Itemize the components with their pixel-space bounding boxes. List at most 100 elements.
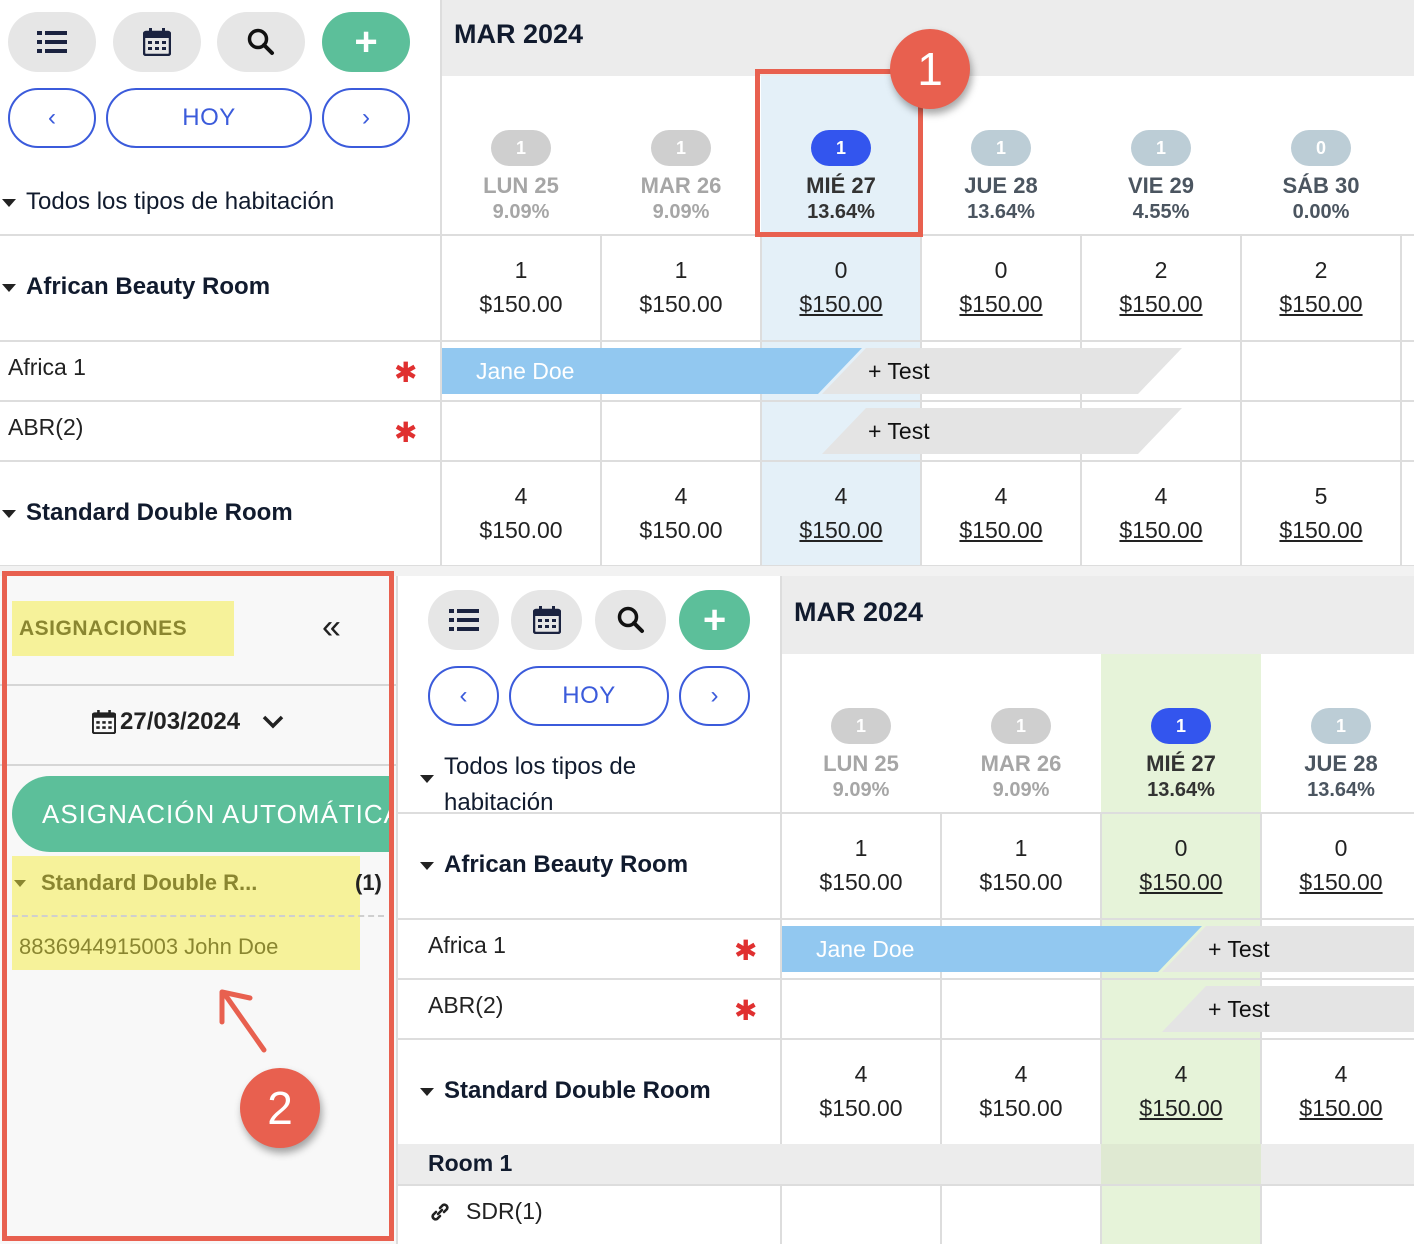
availability-cell[interactable]: 4 $150.00 — [1119, 483, 1203, 543]
room-type-filter[interactable]: Todos los tipos de habitación — [2, 188, 334, 216]
list-icon — [448, 609, 479, 631]
grid-line — [600, 234, 602, 566]
today-button[interactable]: HOY — [509, 666, 669, 726]
day-name: MIÉ 27 — [1146, 751, 1216, 776]
panel-divider — [0, 566, 1414, 576]
calendar-icon — [92, 710, 116, 734]
availability-cell[interactable]: 4 $150.00 — [479, 483, 563, 543]
highlight-marker — [12, 601, 234, 656]
availability-cell[interactable]: 4 $150.00 — [639, 483, 723, 543]
required-star-icon: ✱ — [734, 995, 758, 1026]
required-star-icon: ✱ — [394, 357, 418, 388]
grid-line — [1100, 812, 1102, 1244]
callout-number: 1 — [890, 29, 970, 109]
chevron-down-icon — [262, 715, 284, 729]
day-occupancy: 9.09% — [652, 201, 710, 223]
day-occupancy: 9.09% — [492, 201, 550, 223]
prev-button[interactable]: ‹ — [428, 666, 499, 726]
day-occupancy: 0.00% — [1292, 201, 1350, 223]
grid-line — [1240, 234, 1242, 566]
auto-assign-button[interactable]: ASIGNACIÓN AUTOMÁTICA — [12, 776, 390, 852]
plus-icon: + — [702, 597, 727, 642]
day-count-badge: 1 — [1151, 708, 1211, 744]
search-button[interactable] — [595, 590, 666, 650]
day-occupancy: 13.64% — [807, 201, 875, 223]
grid-line — [0, 460, 1414, 462]
room-type-standard-double[interactable]: Standard Double Room — [420, 1077, 711, 1105]
booking-test[interactable]: + Test — [822, 348, 1182, 394]
list-view-button[interactable] — [8, 12, 96, 72]
month-header — [781, 576, 1414, 654]
availability-cell[interactable]: 0 $150.00 — [1299, 835, 1383, 895]
room-type-standard-double[interactable]: Standard Double Room — [2, 499, 293, 527]
callout-number: 2 — [240, 1068, 320, 1148]
plus-icon: + — [354, 19, 378, 64]
add-button[interactable]: + — [322, 12, 410, 72]
booking-jane-doe[interactable]: Jane Doe — [442, 348, 862, 394]
grid-line — [398, 812, 1414, 814]
divider — [0, 764, 398, 766]
day-name: MIÉ 27 — [806, 173, 876, 198]
availability-cell[interactable]: 1 $150.00 — [639, 257, 723, 317]
month-title: MAR 2024 — [454, 19, 584, 49]
day-name: VIE 29 — [1127, 173, 1195, 198]
grid-line — [0, 234, 1414, 236]
day-name: MAR 26 — [640, 173, 722, 198]
search-button[interactable] — [217, 12, 305, 72]
chevron-left-icon: ‹ — [48, 104, 56, 131]
availability-cell[interactable]: 5 $150.00 — [1279, 483, 1363, 543]
grid-line — [398, 1184, 1414, 1186]
booking-test[interactable]: + Test — [1162, 986, 1414, 1032]
chevron-right-icon: › — [362, 104, 370, 131]
availability-cell[interactable]: 0 $150.00 — [959, 257, 1043, 317]
month-title: MAR 2024 — [794, 597, 924, 627]
grid-line — [0, 400, 1414, 402]
room-name-abr2: ABR(2) — [8, 414, 84, 440]
availability-cell[interactable]: 4 $150.00 — [819, 1061, 903, 1121]
availability-cell[interactable]: 1 $150.00 — [979, 835, 1063, 895]
day-name: LUN 25 — [483, 173, 559, 198]
booking-test[interactable]: + Test — [822, 408, 1182, 454]
availability-cell[interactable]: 0 $150.00 — [799, 257, 883, 317]
day-count-badge: 1 — [811, 130, 871, 166]
sidebar-title: ASIGNACIONES — [19, 617, 188, 640]
availability-cell[interactable]: 2 $150.00 — [1279, 257, 1363, 317]
availability-cell[interactable]: 0 $150.00 — [1139, 835, 1223, 895]
linked-room-label: SDR(1) — [466, 1198, 543, 1224]
highlight-marker — [12, 856, 360, 970]
room-type-filter[interactable]: Todos los tipos de habitación — [444, 753, 637, 816]
availability-cell[interactable]: 4 $150.00 — [979, 1061, 1063, 1121]
availability-cell[interactable]: 1 $150.00 — [819, 835, 903, 895]
room-name-africa-1: Africa 1 — [8, 354, 86, 380]
collapse-icon[interactable]: « — [322, 608, 341, 646]
availability-cell[interactable]: 1 $150.00 — [479, 257, 563, 317]
day-occupancy: 13.64% — [967, 201, 1035, 223]
add-button[interactable]: + — [679, 590, 750, 650]
divider — [0, 684, 398, 686]
booking-jane-doe[interactable]: Jane Doe — [782, 926, 1202, 972]
grid-line — [0, 340, 1414, 342]
assignment-group[interactable]: Standard Double R... — [14, 870, 257, 896]
grid-line — [780, 576, 782, 1244]
caret-down-icon — [2, 283, 16, 292]
next-button[interactable]: › — [322, 88, 410, 148]
room-type-african-beauty[interactable]: African Beauty Room — [2, 273, 270, 301]
calendar-button[interactable] — [511, 590, 582, 650]
calendar-button[interactable] — [113, 12, 201, 72]
availability-cell[interactable]: 2 $150.00 — [1119, 257, 1203, 317]
availability-cell[interactable]: 4 $150.00 — [959, 483, 1043, 543]
booking-test[interactable]: + Test — [1162, 926, 1414, 972]
list-view-button[interactable] — [428, 590, 499, 650]
linked-room-row[interactable]: SDR(1) — [428, 1198, 543, 1225]
assignment-item[interactable]: 8836944915003 John Doe — [19, 934, 279, 959]
availability-cell[interactable]: 4 $150.00 — [1299, 1061, 1383, 1121]
group-count: (1) — [355, 870, 382, 895]
availability-cell[interactable]: 4 $150.00 — [799, 483, 883, 543]
today-button[interactable]: HOY — [106, 88, 312, 148]
next-button[interactable]: › — [679, 666, 750, 726]
prev-button[interactable]: ‹ — [8, 88, 96, 148]
list-icon — [37, 31, 67, 53]
room-type-african-beauty[interactable]: African Beauty Room — [420, 851, 688, 879]
availability-cell[interactable]: 4 $150.00 — [1139, 1061, 1223, 1121]
date-picker[interactable]: 27/03/2024 — [92, 708, 284, 736]
